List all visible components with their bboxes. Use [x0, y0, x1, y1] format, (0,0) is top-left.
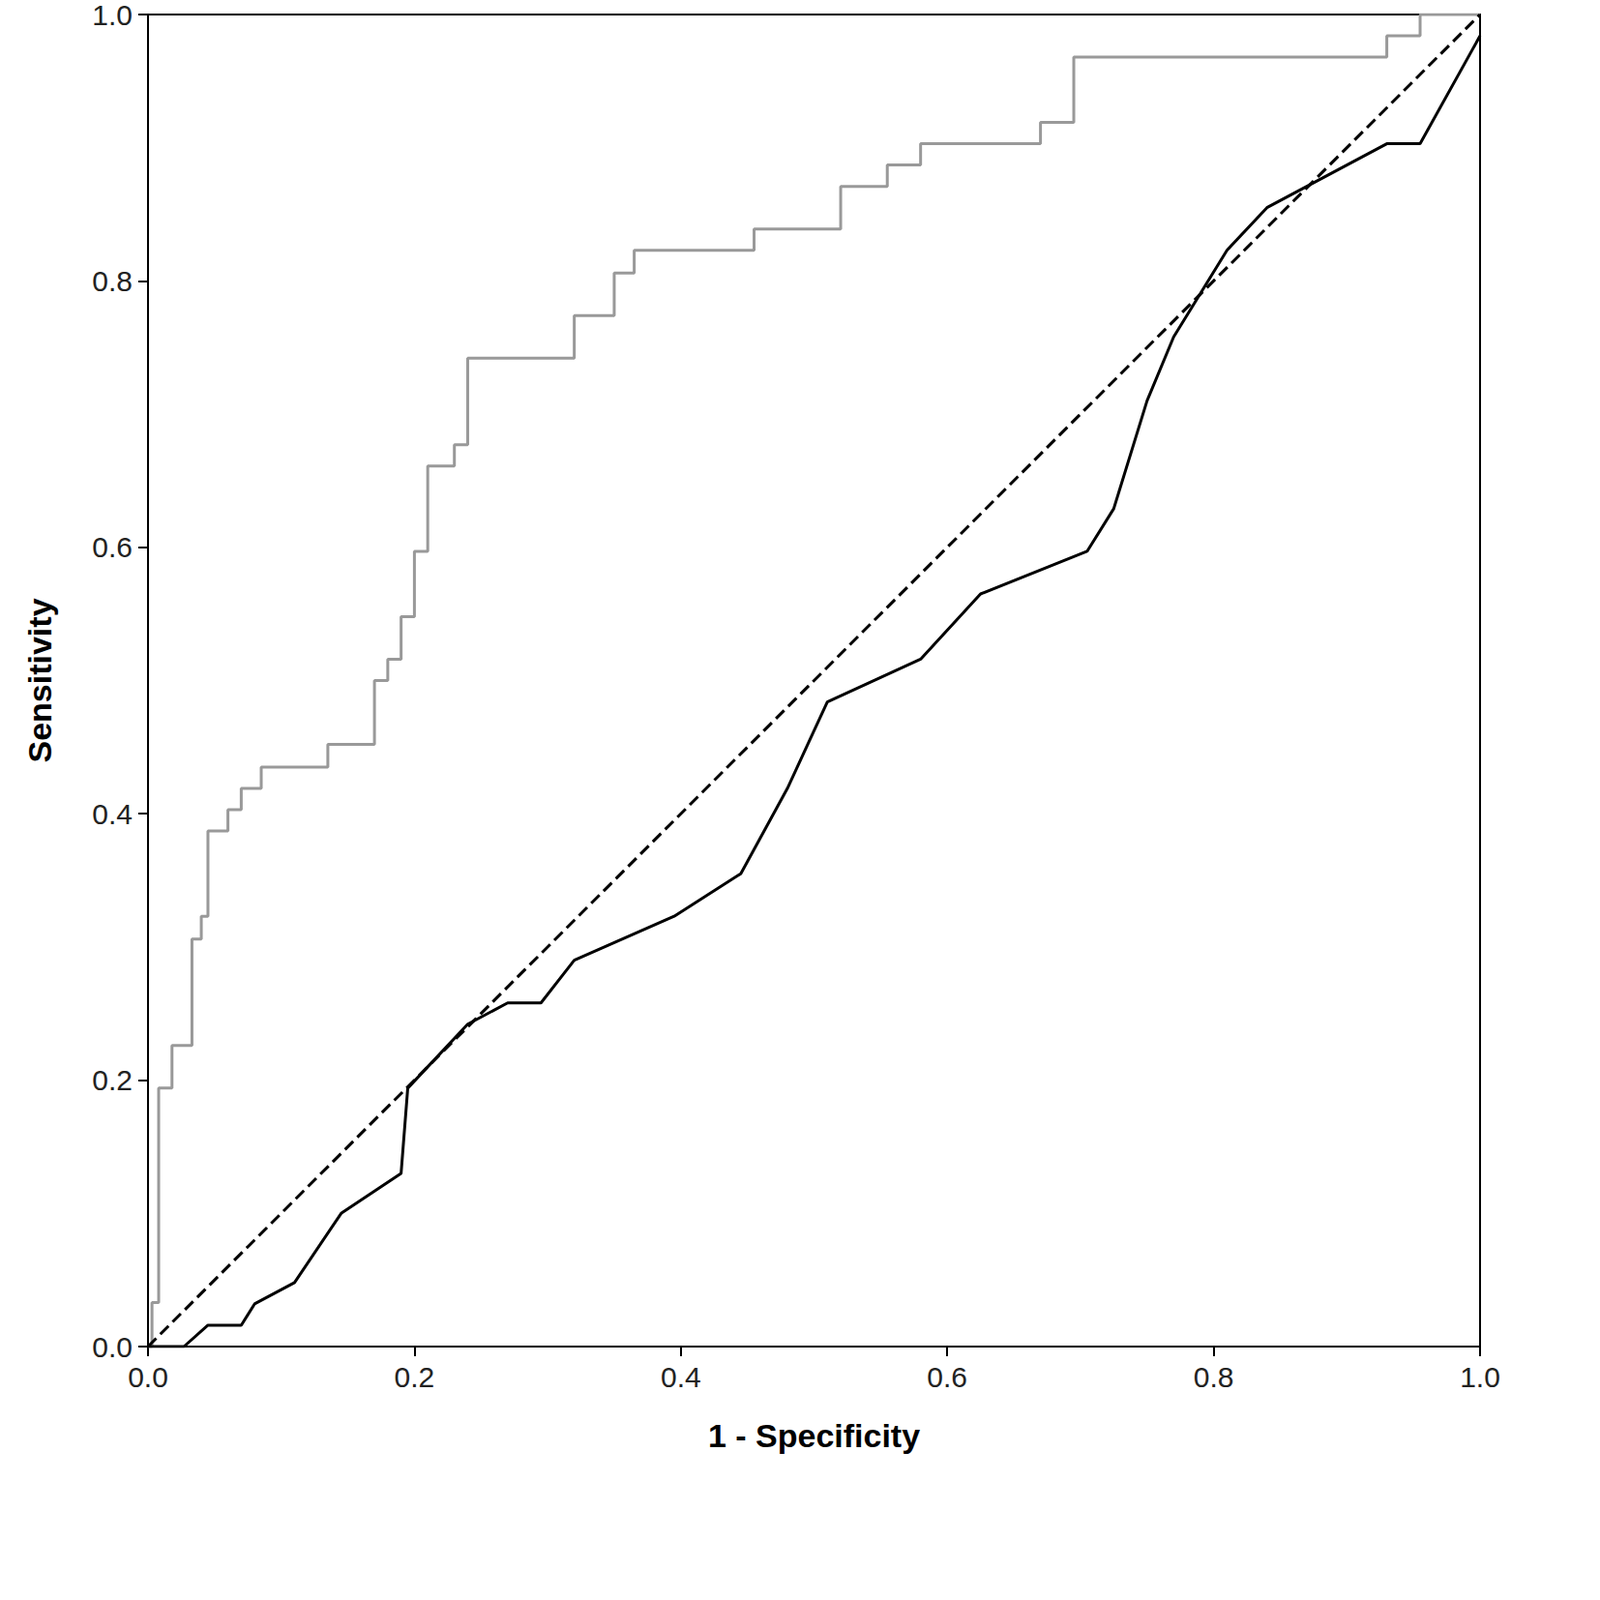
- svg-text:0.2: 0.2: [394, 1361, 436, 1393]
- svg-text:0.6: 0.6: [926, 1361, 968, 1393]
- svg-text:0.8: 0.8: [91, 265, 133, 297]
- svg-text:0.6: 0.6: [91, 531, 133, 563]
- svg-text:Sensitivity: Sensitivity: [21, 597, 59, 763]
- svg-text:1.0: 1.0: [1459, 1361, 1501, 1393]
- svg-text:0.0: 0.0: [91, 1331, 133, 1363]
- svg-text:1 - Specificity: 1 - Specificity: [708, 1417, 920, 1454]
- svg-text:0.4: 0.4: [660, 1361, 702, 1393]
- svg-text:0.0: 0.0: [127, 1361, 169, 1393]
- svg-text:0.2: 0.2: [91, 1064, 133, 1097]
- svg-text:0.4: 0.4: [91, 798, 133, 830]
- svg-text:1.0: 1.0: [91, 0, 133, 31]
- svg-text:0.8: 0.8: [1193, 1361, 1235, 1393]
